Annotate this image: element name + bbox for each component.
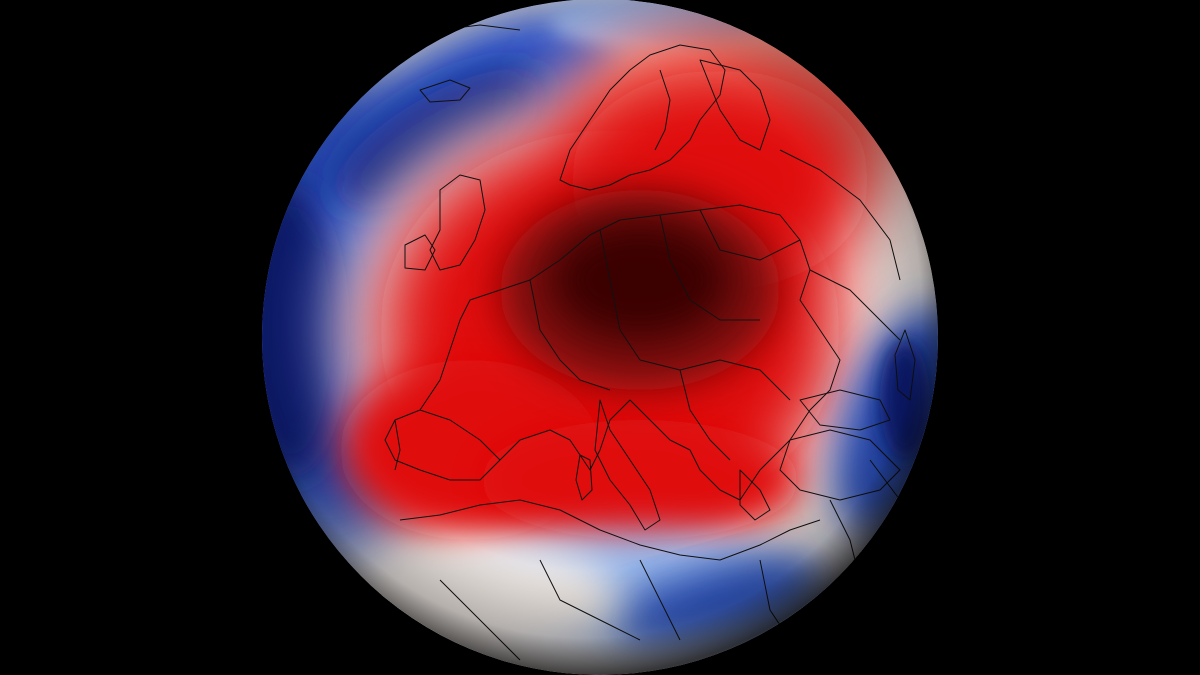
globe-disk (262, 0, 938, 675)
globe-limb-shading (262, 0, 938, 675)
